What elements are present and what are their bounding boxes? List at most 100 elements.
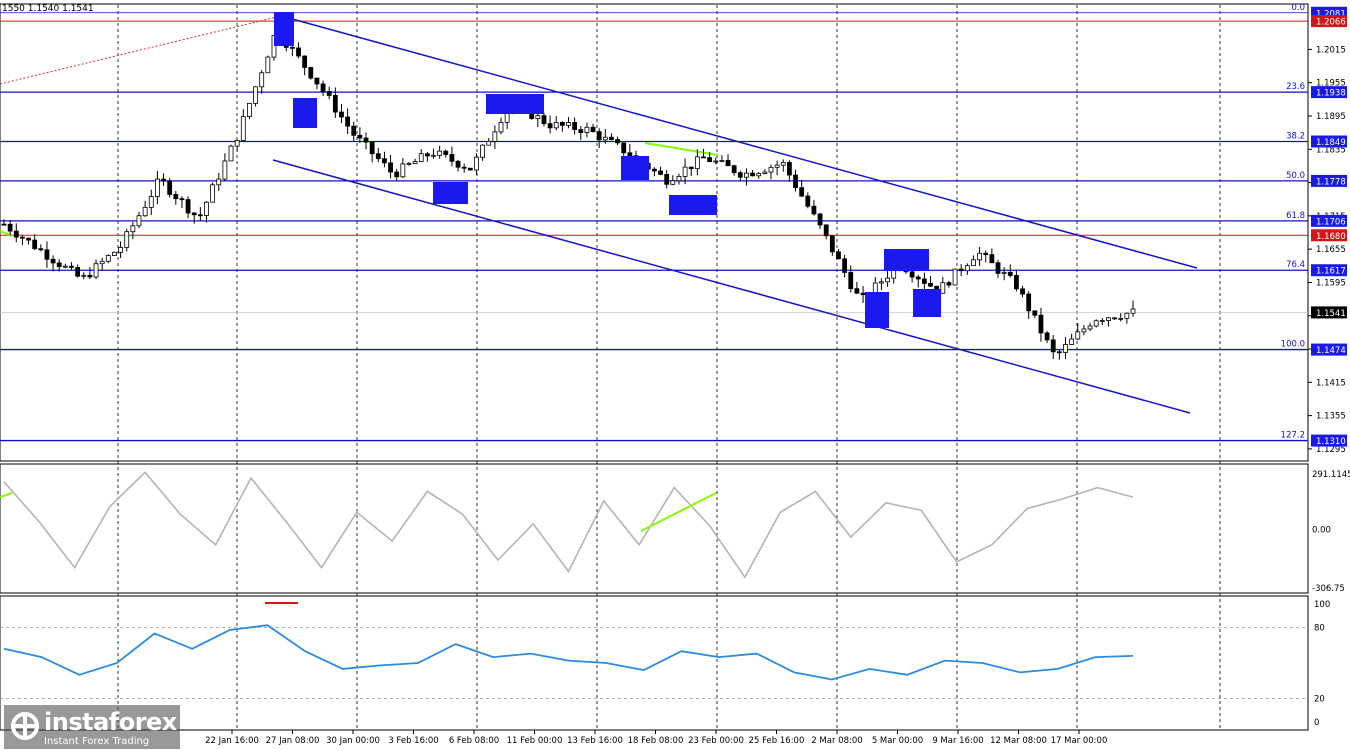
candle-body-163 bbox=[1001, 271, 1007, 274]
fib-ratio-labels: 0.0 23.6 38.2 50.0 61.8 76.4 100.0 127.2 bbox=[1281, 3, 1305, 441]
candle-body-158 bbox=[971, 259, 976, 267]
candle-body-116 bbox=[713, 160, 719, 163]
candle-body-57 bbox=[351, 125, 357, 136]
candle-body-98 bbox=[602, 136, 608, 141]
signal-box-8 bbox=[913, 289, 941, 317]
signal-box-0 bbox=[274, 12, 294, 46]
candle-body-131 bbox=[805, 195, 811, 207]
candle-body-47 bbox=[289, 46, 295, 49]
fib-price-tag-23.6: 1.1938 bbox=[1316, 89, 1346, 99]
candle-body-67 bbox=[412, 161, 418, 164]
candle-body-25 bbox=[154, 178, 160, 197]
candle-body-111 bbox=[682, 166, 688, 177]
candle-body-8 bbox=[50, 258, 56, 264]
candle-body-49 bbox=[302, 55, 308, 68]
candle-body-172 bbox=[1056, 351, 1062, 354]
candle-body-81 bbox=[498, 121, 504, 133]
candle-body-31 bbox=[191, 212, 197, 216]
fib-price-tag-61.8: 1.1706 bbox=[1316, 217, 1346, 227]
candle-body-60 bbox=[369, 141, 375, 155]
candle-body-55 bbox=[339, 111, 344, 118]
candlestick-series bbox=[1, 31, 1136, 360]
candle-body-130 bbox=[799, 187, 805, 197]
candle-body-171 bbox=[1050, 339, 1056, 353]
candle-body-122 bbox=[750, 172, 755, 177]
candle-body-43 bbox=[265, 56, 271, 74]
candle-body-42 bbox=[259, 72, 265, 88]
candle-body-140 bbox=[860, 292, 866, 296]
price-tick-label-0: 1.2015 bbox=[1316, 45, 1346, 55]
price-tick-label-10: 1.1415 bbox=[1316, 378, 1346, 388]
candle-body-90 bbox=[553, 122, 559, 129]
candle-body-129 bbox=[793, 174, 798, 189]
time-label-2: 30 Jan 00:00 bbox=[326, 736, 380, 746]
candle-body-119 bbox=[731, 165, 737, 174]
cci-tick-label-1: 0.00 bbox=[1312, 526, 1331, 536]
candle-body-125 bbox=[768, 166, 774, 173]
fib-label-127.2: 127.2 bbox=[1281, 431, 1305, 441]
candle-body-79 bbox=[486, 141, 492, 146]
fib-price-tag-100.0: 1.1474 bbox=[1316, 346, 1346, 356]
price-tick-label-2: 1.1895 bbox=[1316, 112, 1346, 122]
candle-body-12 bbox=[75, 267, 81, 277]
price-tick-label-7: 1.1595 bbox=[1316, 278, 1346, 288]
candle-body-59 bbox=[363, 137, 369, 143]
dotted-trendline bbox=[0, 14, 286, 85]
candle-body-154 bbox=[946, 282, 952, 286]
candle-body-73 bbox=[449, 154, 455, 162]
candle-body-168 bbox=[1032, 310, 1038, 316]
rsi-line bbox=[3, 624, 1134, 681]
candle-body-91 bbox=[559, 122, 565, 126]
descending-channel bbox=[0, 14, 1198, 414]
candle-body-44 bbox=[271, 35, 277, 58]
candle-body-178 bbox=[1093, 320, 1099, 327]
candle-body-41 bbox=[253, 86, 258, 104]
candle-body-16 bbox=[99, 260, 105, 265]
candle-body-53 bbox=[326, 90, 332, 96]
fib-label-100.0: 100.0 bbox=[1281, 340, 1305, 350]
candle-body-2 bbox=[13, 230, 19, 238]
candle-body-99 bbox=[609, 136, 614, 141]
candle-body-112 bbox=[688, 166, 694, 170]
candle-body-136 bbox=[836, 251, 841, 260]
candle-body-162 bbox=[995, 262, 1001, 274]
fib-price-tag-61.8-bg bbox=[1311, 214, 1347, 227]
candle-body-54 bbox=[332, 95, 338, 113]
candle-body-64 bbox=[394, 171, 400, 178]
candle-body-35 bbox=[216, 178, 222, 186]
signal-boxes bbox=[274, 12, 941, 328]
candle-body-62 bbox=[382, 158, 387, 164]
candle-body-38 bbox=[234, 140, 240, 147]
rsi-tick-label-3: 0 bbox=[1314, 718, 1319, 728]
candle-body-174 bbox=[1069, 338, 1075, 345]
candle-body-179 bbox=[1099, 320, 1105, 322]
signal-box-4 bbox=[621, 156, 649, 180]
candle-body-173 bbox=[1063, 344, 1068, 353]
candle-body-114 bbox=[701, 156, 706, 159]
candle-body-133 bbox=[817, 213, 823, 226]
candle-body-182 bbox=[1118, 317, 1124, 320]
price-tick-label-11: 1.1355 bbox=[1316, 412, 1346, 422]
rsi-tick-label-2: 20 bbox=[1314, 694, 1325, 704]
candle-body-143 bbox=[879, 281, 884, 284]
price-tick-label-6: 1.1655 bbox=[1316, 245, 1346, 255]
fib-label-76.4: 76.4 bbox=[1286, 260, 1305, 270]
candle-body-19 bbox=[118, 247, 123, 253]
candle-body-1 bbox=[7, 223, 13, 232]
price-tick-label-3: 1.1835 bbox=[1316, 145, 1346, 155]
candle-body-61 bbox=[375, 153, 381, 160]
candle-body-40 bbox=[247, 102, 252, 118]
current-price-tag: 1.1541 bbox=[1316, 309, 1346, 319]
candle-body-100 bbox=[615, 139, 620, 144]
candle-body-21 bbox=[130, 225, 136, 233]
candle-body-160 bbox=[983, 252, 989, 256]
red-price-tag-0: 1.2066 bbox=[1316, 18, 1346, 28]
time-axis: 22 Jan 16:00 27 Jan 08:00 30 Jan 00:00 3 Fe… bbox=[205, 730, 1107, 746]
cci-panel-frame bbox=[0, 463, 1309, 594]
candle-body-161 bbox=[989, 254, 995, 264]
candle-body-23 bbox=[142, 206, 148, 217]
time-label-1: 27 Jan 08:00 bbox=[266, 736, 320, 746]
price-panel-frame bbox=[0, 3, 1309, 462]
time-label-10: 2 Mar 08:00 bbox=[811, 736, 862, 746]
candle-body-102 bbox=[627, 152, 633, 157]
